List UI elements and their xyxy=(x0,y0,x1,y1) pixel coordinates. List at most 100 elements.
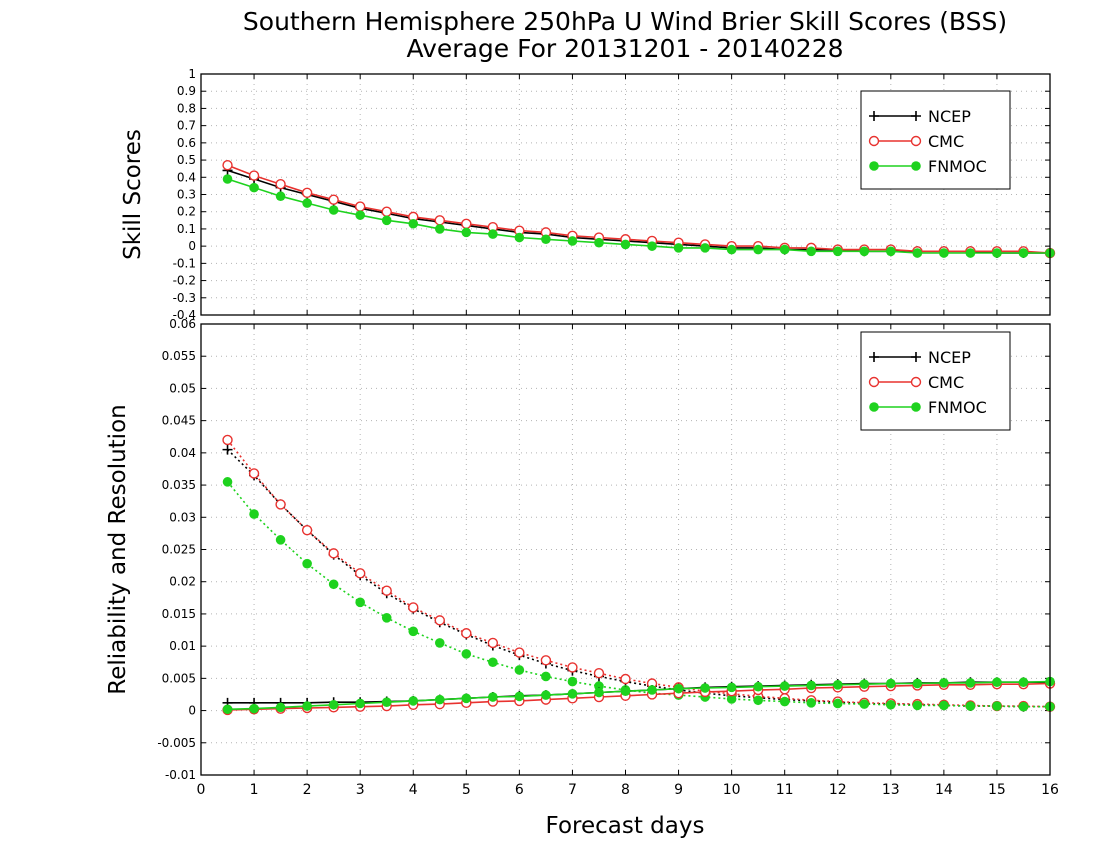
data-point xyxy=(408,696,419,706)
data-point xyxy=(514,232,525,243)
legend-marker xyxy=(869,352,879,362)
legend-label: FNMOC xyxy=(928,398,987,417)
legend-marker xyxy=(869,161,879,171)
x-tick-label: 6 xyxy=(515,782,524,798)
data-point xyxy=(222,477,233,487)
data-point xyxy=(726,244,737,255)
y-tick-label: 0.01 xyxy=(169,639,196,653)
data-point xyxy=(700,243,710,253)
data-point xyxy=(1018,701,1029,712)
series-cmc-resolution xyxy=(222,678,1056,716)
y-tick-label: 0.3 xyxy=(177,188,196,202)
grid xyxy=(201,74,1050,315)
legend-label: CMC xyxy=(928,373,964,392)
data-point xyxy=(328,699,339,710)
data-point xyxy=(939,248,949,258)
data-point xyxy=(514,647,525,658)
data-point xyxy=(461,227,472,238)
data-point xyxy=(249,703,259,714)
plot-frame xyxy=(200,73,1051,316)
y-tick-label: 0.4 xyxy=(177,170,196,184)
data-point xyxy=(647,241,657,251)
y-tick-label: 0.055 xyxy=(162,349,196,363)
y-tick-label: 0 xyxy=(188,239,196,253)
data-point xyxy=(859,699,870,709)
x-tick-label: 1 xyxy=(250,782,259,798)
series-line xyxy=(226,481,1050,708)
y-tick-label: 0.7 xyxy=(177,119,196,133)
data-point xyxy=(886,699,896,710)
data-point xyxy=(567,662,578,673)
x-tick-label: 0 xyxy=(197,782,206,798)
data-point xyxy=(408,626,419,637)
legend-marker xyxy=(869,402,879,412)
x-tick-label: 7 xyxy=(568,782,577,798)
plot-frame xyxy=(200,323,1051,776)
legend: NCEP CMC FNMOC xyxy=(860,90,1011,190)
data-point xyxy=(992,677,1002,688)
skill-score-panel: -0.4 -0.3 -0.2 -0.1 0 0.1 0.2 0.3 0.4 0.5 0.6 0.7 0.… xyxy=(120,67,1056,322)
data-point xyxy=(859,246,870,257)
y-tick-label: 0.045 xyxy=(162,414,196,428)
series-fnmoc xyxy=(222,174,1055,258)
data-point xyxy=(328,548,339,559)
data-point xyxy=(275,702,286,713)
data-point xyxy=(992,701,1002,711)
data-point xyxy=(301,187,313,198)
y-tick-label: 1 xyxy=(188,67,196,81)
data-point xyxy=(275,535,286,545)
x-tick-label: 16 xyxy=(1041,782,1059,798)
data-point xyxy=(1018,248,1029,258)
data-point xyxy=(302,558,312,569)
data-point xyxy=(832,246,843,257)
data-point xyxy=(461,628,472,639)
x-tick-label: 3 xyxy=(356,782,365,798)
x-tick-label: 5 xyxy=(462,782,471,798)
data-point xyxy=(1018,677,1029,688)
y-tick-label: 0.9 xyxy=(177,84,196,98)
x-axis-label: Forecast days xyxy=(546,813,705,839)
data-point xyxy=(620,686,631,697)
series-ncep-reliability xyxy=(222,444,1055,712)
x-tick-label: 15 xyxy=(988,782,1006,798)
data-point xyxy=(354,568,366,579)
y-tick-label: 0 xyxy=(188,704,196,718)
data-point xyxy=(461,218,472,229)
x-tick-label: 9 xyxy=(674,782,683,798)
data-point xyxy=(726,682,737,693)
y-tick-label: 0.02 xyxy=(169,575,196,589)
data-point xyxy=(992,248,1002,258)
y-tick-label: 0.06 xyxy=(169,317,196,331)
data-point xyxy=(355,597,365,608)
data-point xyxy=(541,234,551,245)
x-tick-label: 2 xyxy=(303,782,312,798)
data-point xyxy=(301,524,313,536)
data-point xyxy=(541,690,551,700)
series-line xyxy=(226,439,1051,708)
x-tick-label: 8 xyxy=(621,782,630,798)
data-point xyxy=(567,689,578,699)
x-tick-label: 14 xyxy=(935,782,953,798)
y-tick-label: 0.025 xyxy=(162,543,196,557)
data-point xyxy=(328,205,339,215)
data-point xyxy=(514,665,525,675)
y-tick-label: 0.8 xyxy=(177,101,196,115)
data-point xyxy=(381,206,392,217)
data-point xyxy=(434,615,445,626)
legend-marker xyxy=(911,111,921,121)
data-point xyxy=(753,695,763,706)
legend-marker xyxy=(911,402,921,412)
data-point xyxy=(620,673,631,685)
data-point xyxy=(726,694,737,704)
data-point xyxy=(939,700,949,711)
legend-box xyxy=(860,331,1011,431)
series-fnmoc-resolution xyxy=(222,676,1055,715)
legend: NCEP CMC FNMOC xyxy=(860,331,1011,431)
data-point xyxy=(461,649,472,659)
x-tick-label: 11 xyxy=(776,782,794,798)
data-point xyxy=(540,655,552,666)
y-tick-label: 0.2 xyxy=(177,205,196,219)
y-tick-label: -0.1 xyxy=(173,256,196,270)
data-point xyxy=(222,444,233,455)
